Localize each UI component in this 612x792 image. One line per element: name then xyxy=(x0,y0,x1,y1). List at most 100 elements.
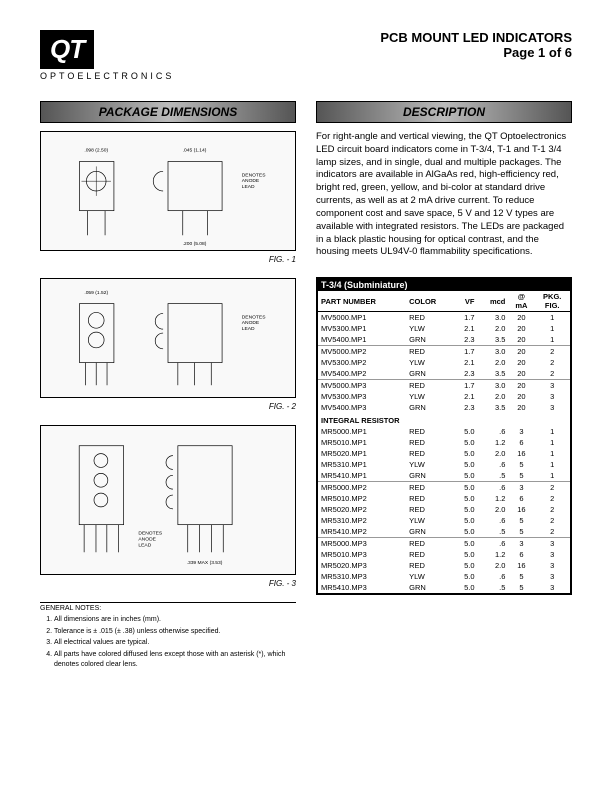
table-cell: 3 xyxy=(534,571,571,582)
col-ma: @mA xyxy=(508,291,534,312)
page-header: QT OPTOELECTRONICS PCB MOUNT LED INDICAT… xyxy=(40,30,572,81)
table-cell: 16 xyxy=(508,448,534,459)
svg-text:ANODE: ANODE xyxy=(242,320,260,326)
table-cell: GRN xyxy=(406,470,454,482)
svg-text:LEAD: LEAD xyxy=(242,326,255,332)
table-cell: MV5000.MP1 xyxy=(317,312,406,324)
table-row: MR5020.MP3RED5.02.0163 xyxy=(317,560,571,571)
table-cell: 2.0 xyxy=(478,560,509,571)
table-cell: 2 xyxy=(534,504,571,515)
table-cell: 2.0 xyxy=(478,323,509,334)
svg-text:DENOTES: DENOTES xyxy=(138,531,163,537)
table-cell: 5.0 xyxy=(454,470,478,482)
table-cell: 20 xyxy=(508,323,534,334)
table-cell: 2 xyxy=(534,357,571,368)
svg-text:.200 (5.08): .200 (5.08) xyxy=(183,241,207,247)
table-cell: 1 xyxy=(534,323,571,334)
note-item: All dimensions are in inches (mm). xyxy=(54,615,296,626)
table-row: MR5010.MP3RED5.01.263 xyxy=(317,549,571,560)
table-cell: RED xyxy=(406,482,454,494)
svg-text:DENOTES: DENOTES xyxy=(242,314,266,320)
table-cell: RED xyxy=(406,504,454,515)
table-cell: 5.0 xyxy=(454,437,478,448)
table-cell: MR5010.MP3 xyxy=(317,549,406,560)
table-cell: 20 xyxy=(508,391,534,402)
table-cell: GRN xyxy=(406,526,454,538)
figure-3-box: DENOTES ANODE LEAD .339 MAX (3.53) xyxy=(40,425,296,575)
table-cell: YLW xyxy=(406,391,454,402)
table-row: MR5410.MP3GRN5.0.553 xyxy=(317,582,571,594)
table-cell: 2.3 xyxy=(454,368,478,380)
table-cell: MR5000.MP2 xyxy=(317,482,406,494)
table-cell: 3 xyxy=(534,560,571,571)
table-cell: 20 xyxy=(508,334,534,346)
table-cell: 5.0 xyxy=(454,459,478,470)
table-cell: 1 xyxy=(534,312,571,324)
table-cell: GRN xyxy=(406,582,454,594)
table-cell: 5.0 xyxy=(454,515,478,526)
col-mcd: mcd xyxy=(478,291,509,312)
table-cell: 16 xyxy=(508,560,534,571)
table-cell: 2.1 xyxy=(454,323,478,334)
table-cell: 3.0 xyxy=(478,312,509,324)
table-cell: .5 xyxy=(478,582,509,594)
table-cell: .5 xyxy=(478,470,509,482)
table-cell: 2.0 xyxy=(478,448,509,459)
table-cell: 3.5 xyxy=(478,402,509,413)
table-cell: 1 xyxy=(534,448,571,459)
table-cell: GRN xyxy=(406,368,454,380)
table-cell: 16 xyxy=(508,504,534,515)
table-row: MV5000.MP2RED1.73.0202 xyxy=(317,346,571,358)
table-row: MR5020.MP1RED5.02.0161 xyxy=(317,448,571,459)
table-cell: 5.0 xyxy=(454,448,478,459)
table-row: MR5020.MP2RED5.02.0162 xyxy=(317,504,571,515)
table-cell: RED xyxy=(406,448,454,459)
svg-text:LEAD: LEAD xyxy=(242,184,255,190)
table-cell: 2.0 xyxy=(478,504,509,515)
notes-divider xyxy=(40,602,296,603)
table-cell: MV5000.MP2 xyxy=(317,346,406,358)
col-color: COLOR xyxy=(406,291,454,312)
note-item: All electrical values are typical. xyxy=(54,638,296,649)
table-cell: 20 xyxy=(508,357,534,368)
figure-2-drawing: DENOTES ANODE LEAD .059 (1.52) xyxy=(41,279,295,397)
table-row: MR5000.MP3RED5.0.633 xyxy=(317,538,571,550)
table-cell: RED xyxy=(406,493,454,504)
figure-2-box: DENOTES ANODE LEAD .059 (1.52) xyxy=(40,278,296,398)
spec-subheader: INTEGRAL RESISTOR xyxy=(317,413,571,426)
table-cell: 5.0 xyxy=(454,549,478,560)
table-cell: 1 xyxy=(534,426,571,437)
table-cell: 20 xyxy=(508,346,534,358)
table-cell: MV5300.MP2 xyxy=(317,357,406,368)
table-cell: MR5010.MP2 xyxy=(317,493,406,504)
figure-2-label: FIG. - 2 xyxy=(40,402,296,411)
table-cell: MV5000.MP3 xyxy=(317,380,406,392)
table-cell: RED xyxy=(406,380,454,392)
table-cell: RED xyxy=(406,437,454,448)
table-cell: 2.0 xyxy=(478,391,509,402)
table-cell: 6 xyxy=(508,549,534,560)
table-cell: 20 xyxy=(508,380,534,392)
figure-1-box: .098 (2.50) .045 (1.14) DENOTES ANODE LE… xyxy=(40,131,296,251)
table-cell: 5 xyxy=(508,459,534,470)
table-cell: 3 xyxy=(508,426,534,437)
table-row: MV5400.MP2GRN2.33.5202 xyxy=(317,368,571,380)
page-number: Page 1 of 6 xyxy=(380,45,572,60)
table-cell: 2 xyxy=(534,515,571,526)
table-cell: RED xyxy=(406,538,454,550)
table-cell: 20 xyxy=(508,312,534,324)
table-cell: 3 xyxy=(534,402,571,413)
table-cell: RED xyxy=(406,560,454,571)
table-row: MR5000.MP2RED5.0.632 xyxy=(317,482,571,494)
table-cell: 5 xyxy=(508,582,534,594)
table-cell: 1.7 xyxy=(454,380,478,392)
table-cell: 5.0 xyxy=(454,538,478,550)
table-cell: 1 xyxy=(534,437,571,448)
table-cell: 2.1 xyxy=(454,391,478,402)
table-row: MV5300.MP1YLW2.12.0201 xyxy=(317,323,571,334)
table-cell: MR5310.MP3 xyxy=(317,571,406,582)
section-description: DESCRIPTION xyxy=(316,101,572,123)
table-cell: 2 xyxy=(534,346,571,358)
table-cell: 5.0 xyxy=(454,493,478,504)
col-fig: PKG.FIG. xyxy=(534,291,571,312)
